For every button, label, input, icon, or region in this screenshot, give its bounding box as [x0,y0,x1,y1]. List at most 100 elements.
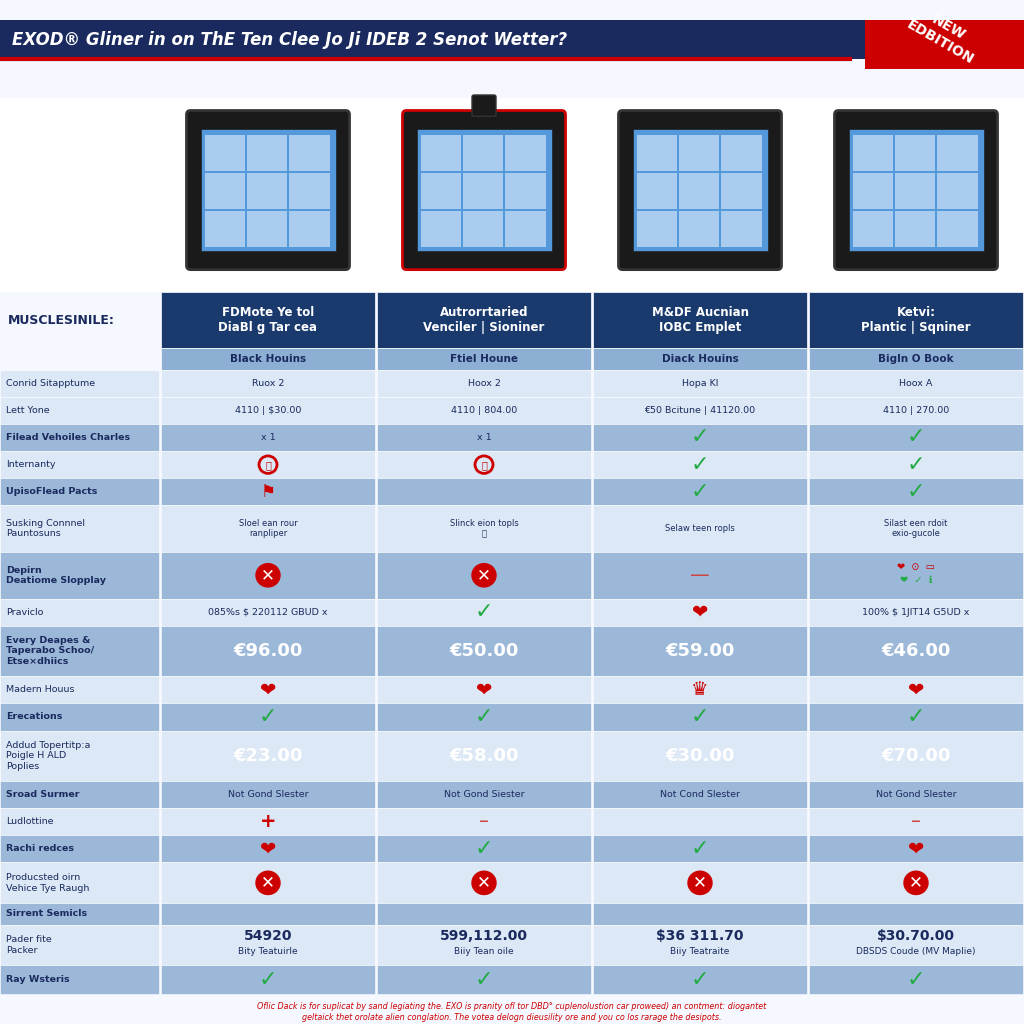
FancyBboxPatch shape [593,552,807,599]
Text: x 1: x 1 [477,433,492,442]
FancyBboxPatch shape [377,903,591,925]
FancyBboxPatch shape [505,173,546,209]
Text: ❤: ❤ [260,840,276,858]
FancyBboxPatch shape [421,211,461,248]
FancyBboxPatch shape [377,836,591,862]
FancyBboxPatch shape [637,211,677,248]
FancyBboxPatch shape [809,862,1023,903]
Text: Sirrent Semicls: Sirrent Semicls [6,909,87,919]
Text: Praviclo: Praviclo [6,607,43,616]
FancyBboxPatch shape [377,925,591,966]
Text: ✕: ✕ [261,566,274,584]
Text: Silast een rdoit
exio-gucole: Silast een rdoit exio-gucole [885,519,947,539]
FancyBboxPatch shape [593,424,807,452]
Text: ✓: ✓ [475,970,494,990]
Text: $36 311.70: $36 311.70 [656,929,743,943]
Text: ✕: ✕ [261,873,274,891]
Text: Ftiel Houne: Ftiel Houne [450,354,518,364]
Text: €50.00: €50.00 [450,642,519,659]
Text: Lett Yone: Lett Yone [6,406,49,415]
FancyBboxPatch shape [809,925,1023,966]
FancyBboxPatch shape [0,98,1024,292]
FancyBboxPatch shape [0,506,159,552]
Text: Filead Vehoiles Charles: Filead Vehoiles Charles [6,433,130,442]
FancyBboxPatch shape [161,348,375,370]
FancyBboxPatch shape [289,211,330,248]
FancyBboxPatch shape [593,292,807,348]
FancyBboxPatch shape [0,966,159,994]
Text: ✓: ✓ [690,427,710,447]
FancyBboxPatch shape [289,173,330,209]
FancyBboxPatch shape [377,348,591,370]
FancyBboxPatch shape [505,211,546,248]
Circle shape [472,871,496,895]
FancyBboxPatch shape [593,862,807,903]
FancyBboxPatch shape [593,836,807,862]
FancyBboxPatch shape [721,173,762,209]
FancyBboxPatch shape [161,781,375,808]
FancyBboxPatch shape [0,730,159,781]
FancyBboxPatch shape [161,703,375,730]
Text: ✓: ✓ [690,482,710,502]
Text: –: – [479,812,488,831]
Text: €59.00: €59.00 [666,642,734,659]
FancyBboxPatch shape [377,781,591,808]
Circle shape [688,871,712,895]
Text: Not Cond Slester: Not Cond Slester [660,791,740,799]
FancyBboxPatch shape [377,676,591,703]
Text: ⚑: ⚑ [260,483,275,501]
FancyBboxPatch shape [0,903,159,925]
Text: M&DF Aucnian
IOBC Emplet: M&DF Aucnian IOBC Emplet [651,306,749,334]
FancyBboxPatch shape [377,966,591,994]
FancyBboxPatch shape [895,211,935,248]
Text: Susking Connnel
Pauntosuns: Susking Connnel Pauntosuns [6,519,85,539]
FancyBboxPatch shape [161,552,375,599]
FancyBboxPatch shape [809,599,1023,626]
FancyBboxPatch shape [809,626,1023,676]
Text: Hopa KI: Hopa KI [682,379,718,388]
FancyBboxPatch shape [865,1,1024,69]
FancyBboxPatch shape [161,506,375,552]
FancyBboxPatch shape [377,862,591,903]
FancyBboxPatch shape [0,478,159,506]
Text: Rachi redces: Rachi redces [6,845,74,853]
FancyBboxPatch shape [809,966,1023,994]
FancyBboxPatch shape [421,173,461,209]
Text: ❤  ⊙  ▭: ❤ ⊙ ▭ [897,561,935,571]
FancyBboxPatch shape [421,135,461,171]
Text: ✓: ✓ [906,455,926,475]
FancyBboxPatch shape [0,836,159,862]
FancyBboxPatch shape [377,599,591,626]
FancyBboxPatch shape [0,396,159,424]
FancyBboxPatch shape [247,211,287,248]
Text: €23.00: €23.00 [233,746,303,765]
FancyBboxPatch shape [417,129,552,251]
Text: Ruox 2: Ruox 2 [252,379,285,388]
Text: Producsted oirn
Vehice Tye Raugh: Producsted oirn Vehice Tye Raugh [6,873,89,893]
Text: Hoox 2: Hoox 2 [468,379,501,388]
Text: ⏻: ⏻ [265,461,271,471]
FancyBboxPatch shape [853,135,893,171]
FancyBboxPatch shape [472,95,496,117]
Text: Biiy Tean oile: Biiy Tean oile [455,947,514,956]
FancyBboxPatch shape [377,452,591,478]
FancyBboxPatch shape [161,862,375,903]
FancyBboxPatch shape [633,129,768,251]
Text: ✓: ✓ [259,707,278,727]
FancyBboxPatch shape [247,135,287,171]
FancyBboxPatch shape [0,676,159,703]
FancyBboxPatch shape [377,292,591,348]
Text: ♛: ♛ [691,680,709,699]
Text: €46.00: €46.00 [882,642,950,659]
Text: —: — [690,566,710,585]
FancyBboxPatch shape [0,808,159,836]
Text: 599,112.00: 599,112.00 [440,929,528,943]
Circle shape [904,871,928,895]
FancyBboxPatch shape [161,478,375,506]
FancyBboxPatch shape [809,808,1023,836]
FancyBboxPatch shape [377,396,591,424]
Text: Ludlottine: Ludlottine [6,817,53,826]
FancyBboxPatch shape [161,370,375,396]
FancyBboxPatch shape [0,925,159,966]
Text: ✓: ✓ [690,970,710,990]
